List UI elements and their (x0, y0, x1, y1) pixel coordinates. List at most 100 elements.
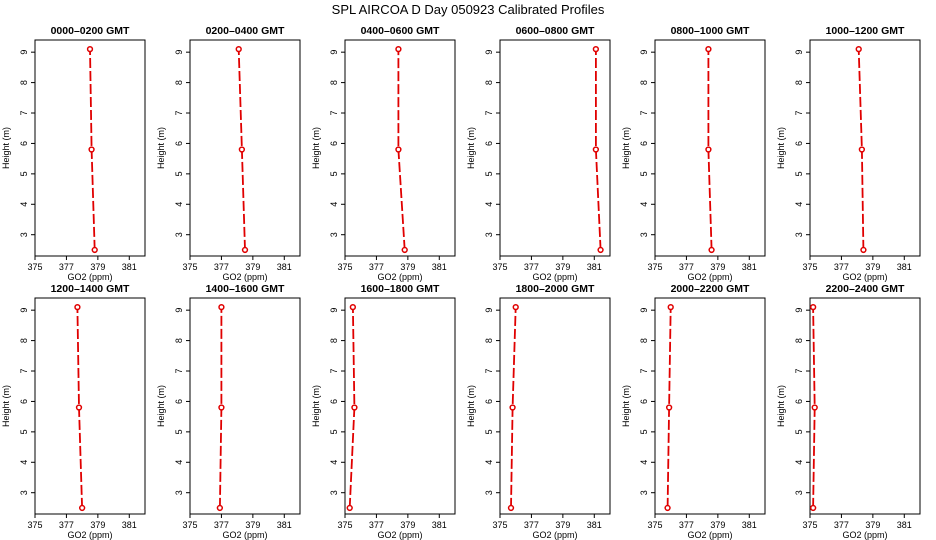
profile-panel: 1600–1800 GMT 375 377 379 381 GO2 (ppm) 3 4 5 6 7 8… (311, 283, 456, 540)
y-tick-label: 5 (174, 429, 184, 434)
data-point (218, 404, 225, 411)
x-tick-label: 379 (90, 520, 105, 530)
profile-panel: 0200–0400 GMT 375 377 379 381 GO2 (ppm) 3 4 5 6 7 8… (156, 25, 301, 282)
data-point (218, 303, 225, 311)
x-tick-label: 379 (555, 262, 570, 272)
y-tick-label: 8 (174, 80, 184, 85)
data-point (858, 146, 866, 153)
data-point (855, 45, 862, 53)
data-point (91, 246, 98, 254)
data-point (809, 504, 817, 512)
y-tick-label: 9 (329, 50, 339, 55)
data-point (241, 246, 249, 254)
data-point (665, 404, 673, 411)
y-axis-label: Height (m) (156, 385, 166, 427)
x-tick-label: 377 (524, 262, 539, 272)
data-point (512, 303, 519, 311)
x-axis-label: GO2 (ppm) (842, 272, 887, 282)
y-tick-label: 3 (174, 490, 184, 495)
x-axis-label: GO2 (ppm) (222, 530, 267, 540)
panel-title: 0800–1000 GMT (671, 25, 750, 37)
y-tick-label: 4 (639, 460, 649, 465)
panel-title: 0000–0200 GMT (51, 25, 130, 37)
y-tick-label: 9 (794, 50, 804, 55)
data-point (88, 146, 95, 153)
profile-panel: 0000–0200 GMT 375 377 379 381 GO2 (ppm) 3 4 5 6 7 8… (1, 25, 146, 282)
y-tick-label: 7 (484, 111, 494, 116)
y-tick-label: 4 (639, 202, 649, 207)
y-tick-label: 9 (19, 50, 29, 55)
y-axis-label: Height (m) (466, 385, 476, 427)
data-point (705, 45, 712, 53)
y-tick-label: 5 (484, 429, 494, 434)
x-axis-label: GO2 (ppm) (532, 272, 577, 282)
y-tick-label: 4 (329, 460, 339, 465)
data-point (705, 146, 712, 153)
x-tick-label: 375 (27, 262, 42, 272)
y-tick-label: 4 (19, 460, 29, 465)
panel-title: 0200–0400 GMT (206, 25, 285, 37)
x-tick-label: 379 (245, 520, 260, 530)
x-axis-label: GO2 (ppm) (222, 272, 267, 282)
y-axis-label: Height (m) (156, 127, 166, 169)
data-point (346, 504, 353, 512)
y-tick-label: 3 (639, 232, 649, 237)
plot-frame (809, 39, 921, 257)
x-axis-label: GO2 (ppm) (377, 272, 422, 282)
y-tick-label: 4 (174, 202, 184, 207)
y-tick-label: 3 (19, 490, 29, 495)
data-point (395, 146, 402, 153)
x-tick-label: 381 (122, 520, 137, 530)
y-tick-label: 4 (19, 202, 29, 207)
x-tick-label: 379 (400, 520, 415, 530)
y-axis-label: Height (m) (1, 385, 11, 427)
panel-title: 0600–0800 GMT (516, 25, 595, 37)
panel-title: 0400–0600 GMT (361, 25, 440, 37)
data-point (75, 404, 83, 411)
plot-frame (34, 297, 146, 515)
y-tick-label: 3 (174, 232, 184, 237)
x-tick-label: 379 (400, 262, 415, 272)
profile-panel: 1800–2000 GMT 375 377 379 381 GO2 (ppm) 3 4 5 6 7 8… (466, 283, 611, 540)
profile-panel: 2000–2200 GMT 375 377 379 381 GO2 (ppm) 3 4 5 6 7 8… (621, 283, 766, 540)
plot-frame (189, 297, 301, 515)
x-tick-label: 381 (277, 520, 292, 530)
y-tick-label: 6 (19, 141, 29, 146)
data-point (597, 246, 604, 254)
x-axis-label: GO2 (ppm) (532, 530, 577, 540)
y-tick-label: 6 (639, 141, 649, 146)
y-tick-label: 6 (329, 141, 339, 146)
y-tick-label: 8 (639, 80, 649, 85)
plot-frame (499, 39, 611, 257)
y-tick-label: 5 (794, 429, 804, 434)
y-tick-label: 6 (19, 399, 29, 404)
x-tick-label: 375 (337, 520, 352, 530)
y-tick-label: 4 (484, 202, 494, 207)
y-axis-label: Height (m) (311, 127, 321, 169)
x-tick-label: 375 (802, 520, 817, 530)
data-point (507, 504, 515, 512)
y-tick-label: 5 (794, 171, 804, 176)
y-tick-label: 5 (19, 171, 29, 176)
y-tick-label: 7 (19, 369, 29, 374)
y-tick-label: 3 (329, 490, 339, 495)
x-axis-label: GO2 (ppm) (67, 530, 112, 540)
y-tick-label: 3 (639, 490, 649, 495)
x-tick-label: 377 (369, 520, 384, 530)
y-tick-label: 6 (484, 399, 494, 404)
data-point (349, 303, 357, 311)
x-tick-label: 379 (865, 520, 880, 530)
x-tick-label: 377 (679, 262, 694, 272)
x-tick-label: 381 (587, 262, 602, 272)
y-tick-label: 6 (484, 141, 494, 146)
data-point (811, 404, 818, 411)
profile-panel: 1000–1200 GMT 375 377 379 381 GO2 (ppm) 3 4 5 6 7 8… (776, 25, 921, 282)
x-tick-label: 377 (214, 520, 229, 530)
x-tick-label: 379 (555, 520, 570, 530)
y-tick-label: 7 (639, 111, 649, 116)
data-point (238, 146, 246, 153)
profile-panel: 0800–1000 GMT 375 377 379 381 GO2 (ppm) 3 4 5 6 7 8… (621, 25, 766, 282)
y-tick-label: 5 (329, 171, 339, 176)
